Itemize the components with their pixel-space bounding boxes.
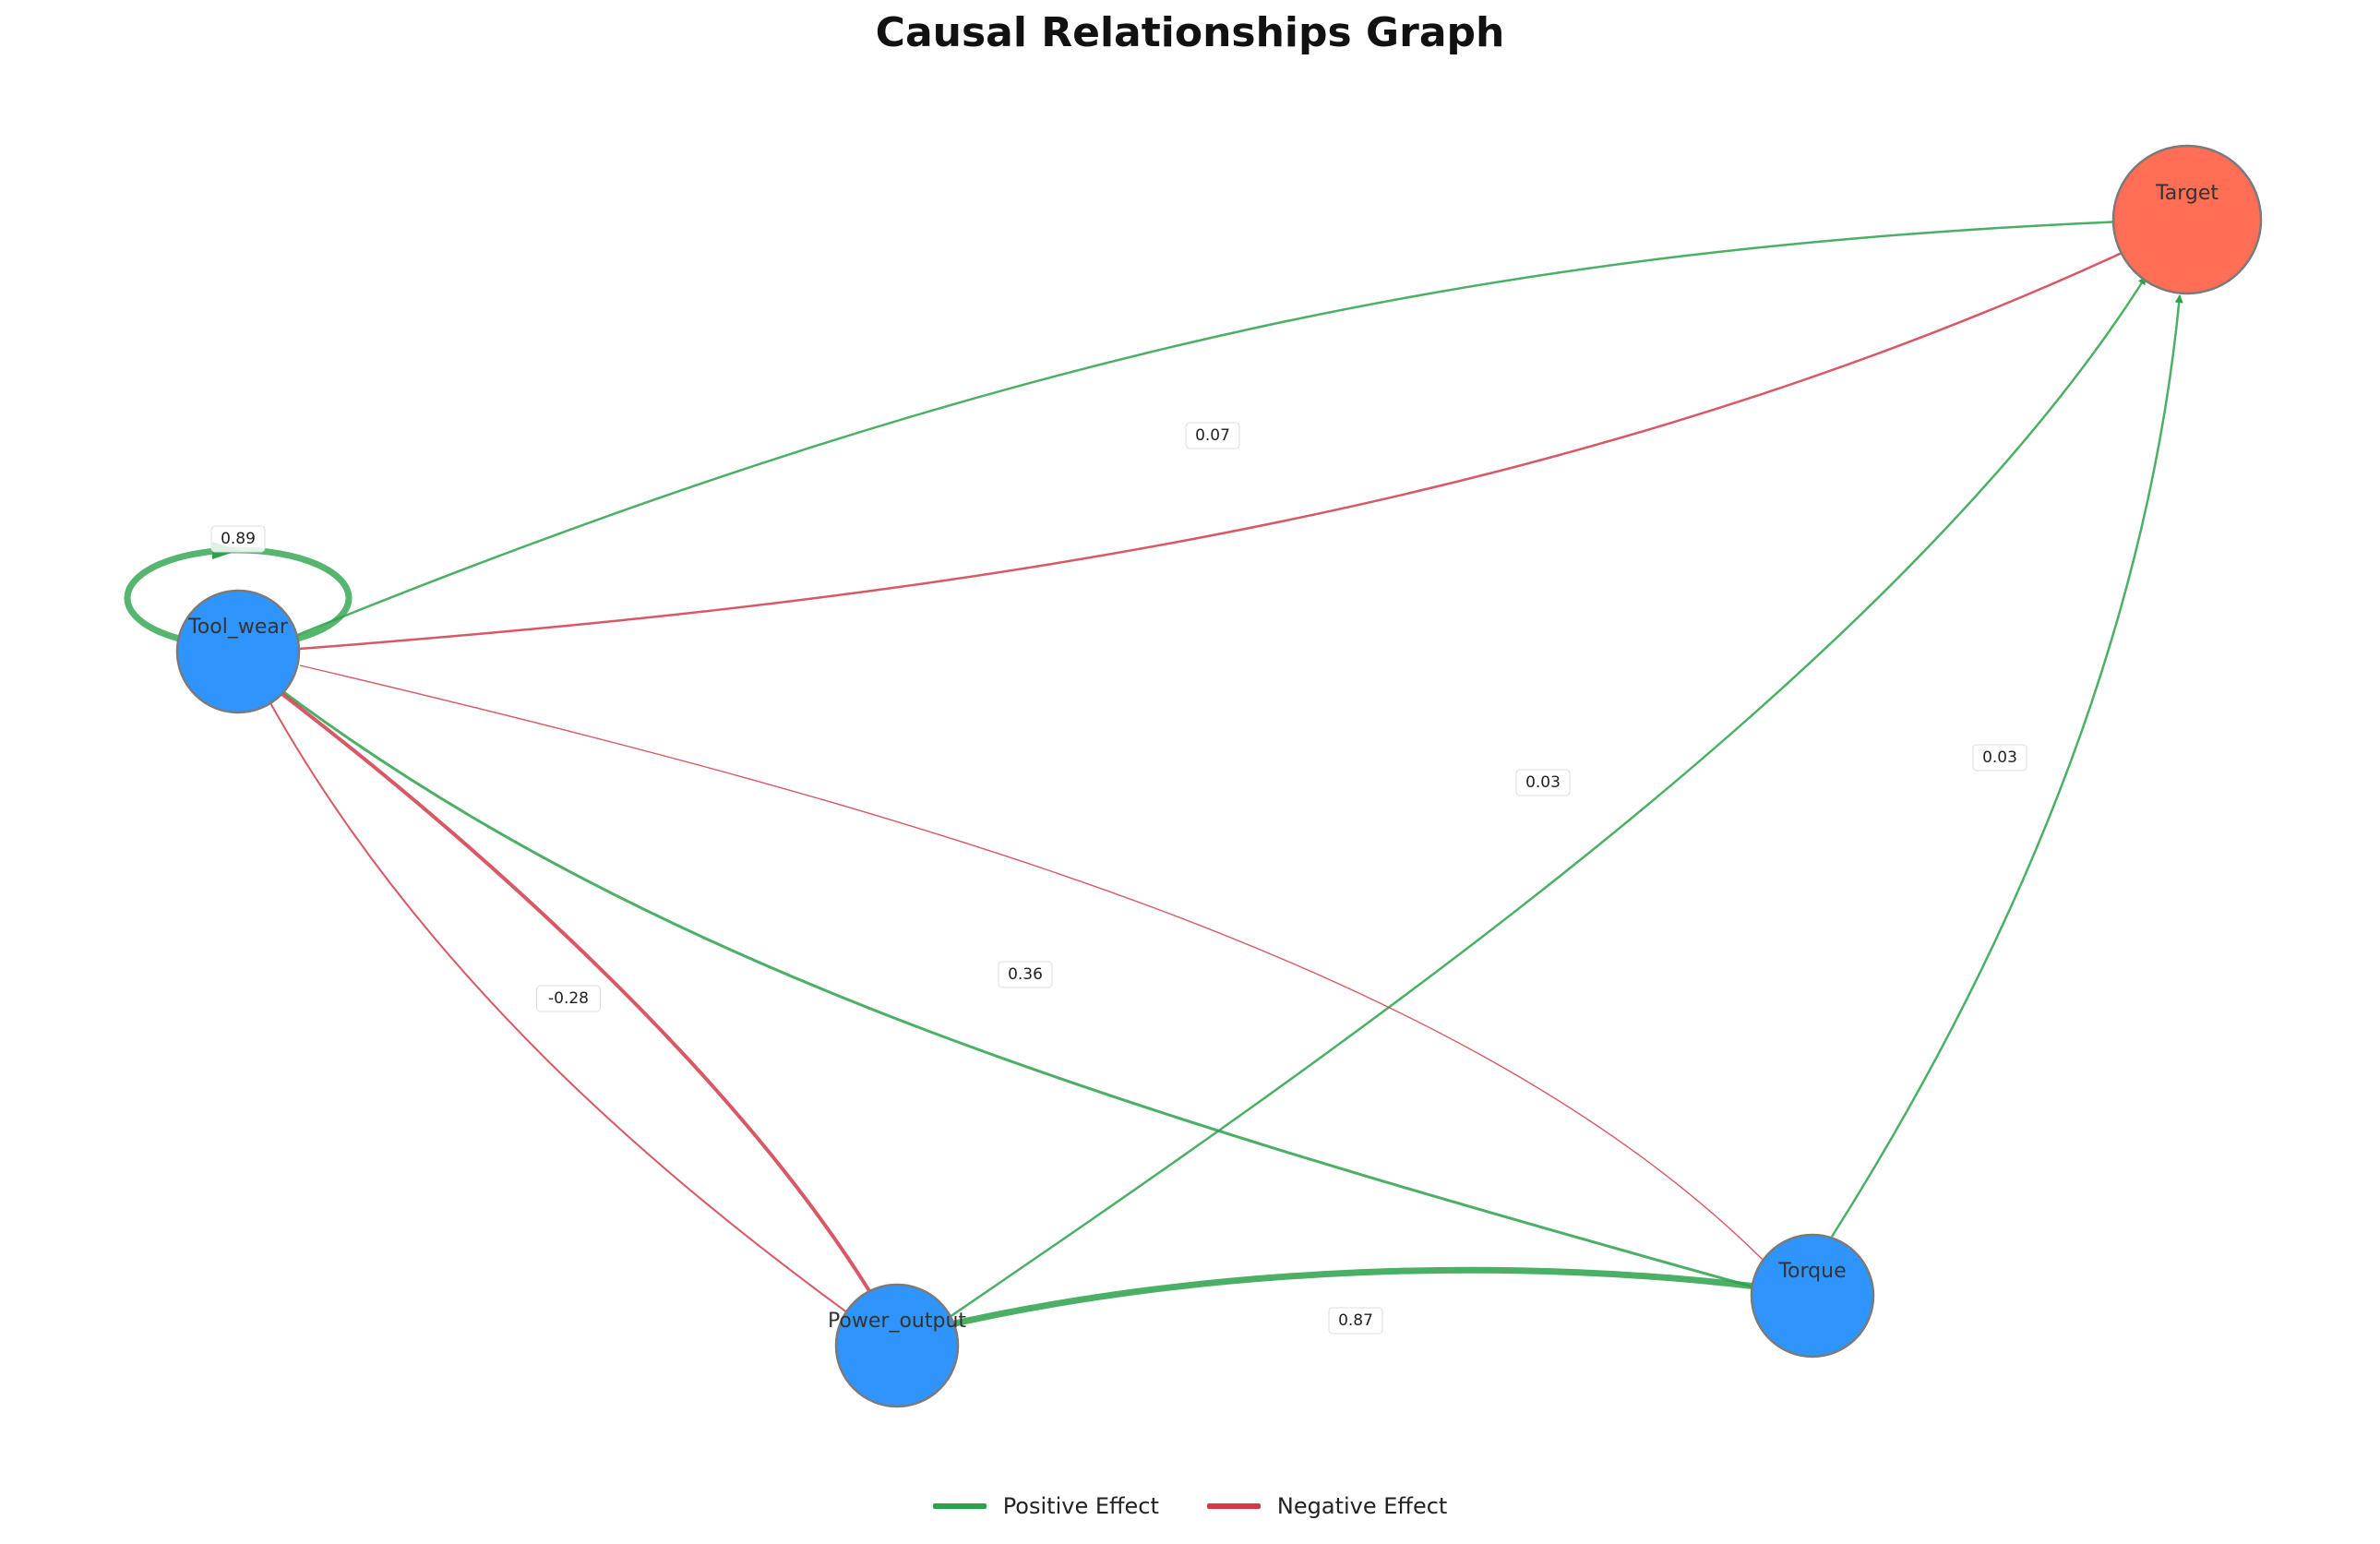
edge-label-po-tw: -0.28: [536, 985, 601, 1012]
edge-label-text-tw-self: 0.89: [221, 530, 256, 548]
edges-layer: [124, 217, 2183, 1335]
node-target: Target: [2111, 144, 2263, 295]
edge-label-box-tw-self: [210, 525, 266, 553]
edge-tw-po: [269, 700, 868, 1328]
edge-label-box-tw-target: [1185, 422, 1240, 449]
edge-po-target: [931, 276, 2147, 1331]
edge-label-text-torque-tw: 0.36: [1008, 965, 1043, 984]
node-circle-torque: [1750, 1233, 1875, 1358]
edge-po-tw: [266, 681, 883, 1312]
edge-label-text-tw-target: 0.07: [1195, 426, 1230, 445]
edge-torque-target: [1830, 294, 2183, 1238]
edge-tw-torque: [299, 664, 1771, 1268]
node-label-power_output: Power_output: [828, 1310, 966, 1333]
node-label-torque: Torque: [1777, 1260, 1846, 1283]
positive-swatch: [932, 1503, 987, 1509]
node-label-target: Target: [2155, 182, 2219, 205]
legend-item-positive: Positive Effect: [932, 1493, 1159, 1519]
edge-label-text-po-target: 0.03: [1525, 773, 1561, 792]
node-tool_wear: Tool_wear: [175, 589, 301, 714]
legend-label-positive: Positive Effect: [1002, 1493, 1159, 1519]
nodes-layer: Tool_wear Power_output Torque Target: [175, 144, 2263, 1408]
edge-label-text-po-tw: -0.28: [548, 989, 589, 1008]
edge-tw-target: [285, 217, 2123, 641]
node-circle-target: [2111, 144, 2263, 295]
edge-label-torque-tw: 0.36: [998, 961, 1053, 988]
node-torque: Torque: [1750, 1233, 1875, 1358]
edge-torque-tw: [262, 675, 1773, 1294]
edge-label-text-po-torque: 0.87: [1338, 1311, 1373, 1330]
edge-labels-layer: 0.07 0.89 0.03 0.03 0.87 0.36 -0.28: [210, 422, 2027, 1335]
node-circle-power_output: [834, 1283, 960, 1408]
edge-target-tw: [262, 240, 2147, 655]
edge-label-box-po-torque: [1328, 1307, 1383, 1335]
node-power_output: Power_output: [828, 1283, 966, 1408]
edge-label-po-torque: 0.87: [1328, 1307, 1383, 1335]
negative-swatch: [1206, 1503, 1261, 1509]
edge-label-torque-target: 0.03: [1972, 744, 2027, 772]
legend: Positive Effect Negative Effect: [0, 1493, 2380, 1519]
graph-title: Causal Relationships Graph: [875, 9, 1505, 56]
edge-label-tw-target: 0.07: [1185, 422, 1240, 449]
edge-label-po-target: 0.03: [1515, 769, 1571, 796]
edge-label-tw-self: 0.89: [210, 525, 266, 553]
node-label-tool_wear: Tool_wear: [187, 616, 289, 639]
legend-label-negative: Negative Effect: [1276, 1493, 1448, 1519]
legend-item-negative: Negative Effect: [1206, 1493, 1448, 1519]
edge-label-box-torque-tw: [998, 961, 1053, 988]
edge-label-box-torque-target: [1972, 744, 2027, 772]
edge-label-box-po-target: [1515, 769, 1571, 796]
edge-label-text-torque-target: 0.03: [1982, 748, 2017, 767]
node-circle-tool_wear: [175, 589, 301, 714]
edge-label-box-po-tw: [536, 985, 601, 1012]
edge-po-torque: [922, 1266, 1787, 1335]
